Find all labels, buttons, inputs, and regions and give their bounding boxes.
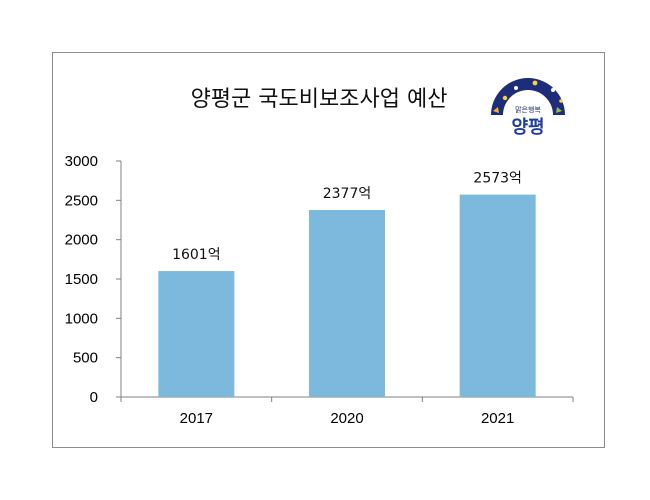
chart-title: 양평군 국도비보조사업 예산 <box>191 87 448 112</box>
bar-2017 <box>158 271 235 397</box>
logo-star <box>502 95 508 101</box>
logo-tagline: 맑은행복 <box>515 105 541 114</box>
logo-leaf-icon <box>493 107 499 113</box>
y-tick-label: 0 <box>90 389 98 406</box>
logo-star <box>514 86 518 90</box>
y-axis: 0 500 1000 1500 2000 2500 3000 <box>65 153 122 406</box>
logo-star <box>551 88 555 92</box>
bar-2020 <box>309 210 385 397</box>
y-tick-label: 1500 <box>65 271 98 288</box>
y-tick-label: 1000 <box>65 310 98 327</box>
bar-2021 <box>459 194 536 397</box>
data-label: 2573억 <box>473 171 522 187</box>
logo-name: 양평 <box>511 117 544 138</box>
x-tick-label: 2020 <box>330 410 363 427</box>
x-tick-label: 2021 <box>481 410 514 427</box>
y-tick-label: 3000 <box>65 153 98 170</box>
logo-star <box>532 80 538 86</box>
logo-arc <box>491 78 565 115</box>
y-tick-label: 2000 <box>65 232 98 249</box>
x-tick-label: 2017 <box>180 410 213 427</box>
chart-svg: 양평군 국도비보조사업 예산 맑은행복 양평 0 500 1000 1500 2000 2… <box>65 78 574 427</box>
logo-leaf-icon <box>556 107 562 113</box>
data-label: 2377억 <box>323 186 372 202</box>
data-label: 1601억 <box>172 247 221 263</box>
x-axis: 2017 2020 2021 <box>120 396 574 427</box>
logo-star <box>559 99 563 103</box>
y-tick-label: 500 <box>73 350 98 367</box>
yangpyeong-logo: 맑은행복 양평 <box>491 78 565 138</box>
y-tick-label: 2500 <box>65 192 98 209</box>
chart-frame: 양평군 국도비보조사업 예산 맑은행복 양평 0 500 1000 1500 2000 2… <box>52 52 605 448</box>
data-labels: 1601억 2377억 2573억 <box>172 171 522 263</box>
bars <box>158 194 536 397</box>
